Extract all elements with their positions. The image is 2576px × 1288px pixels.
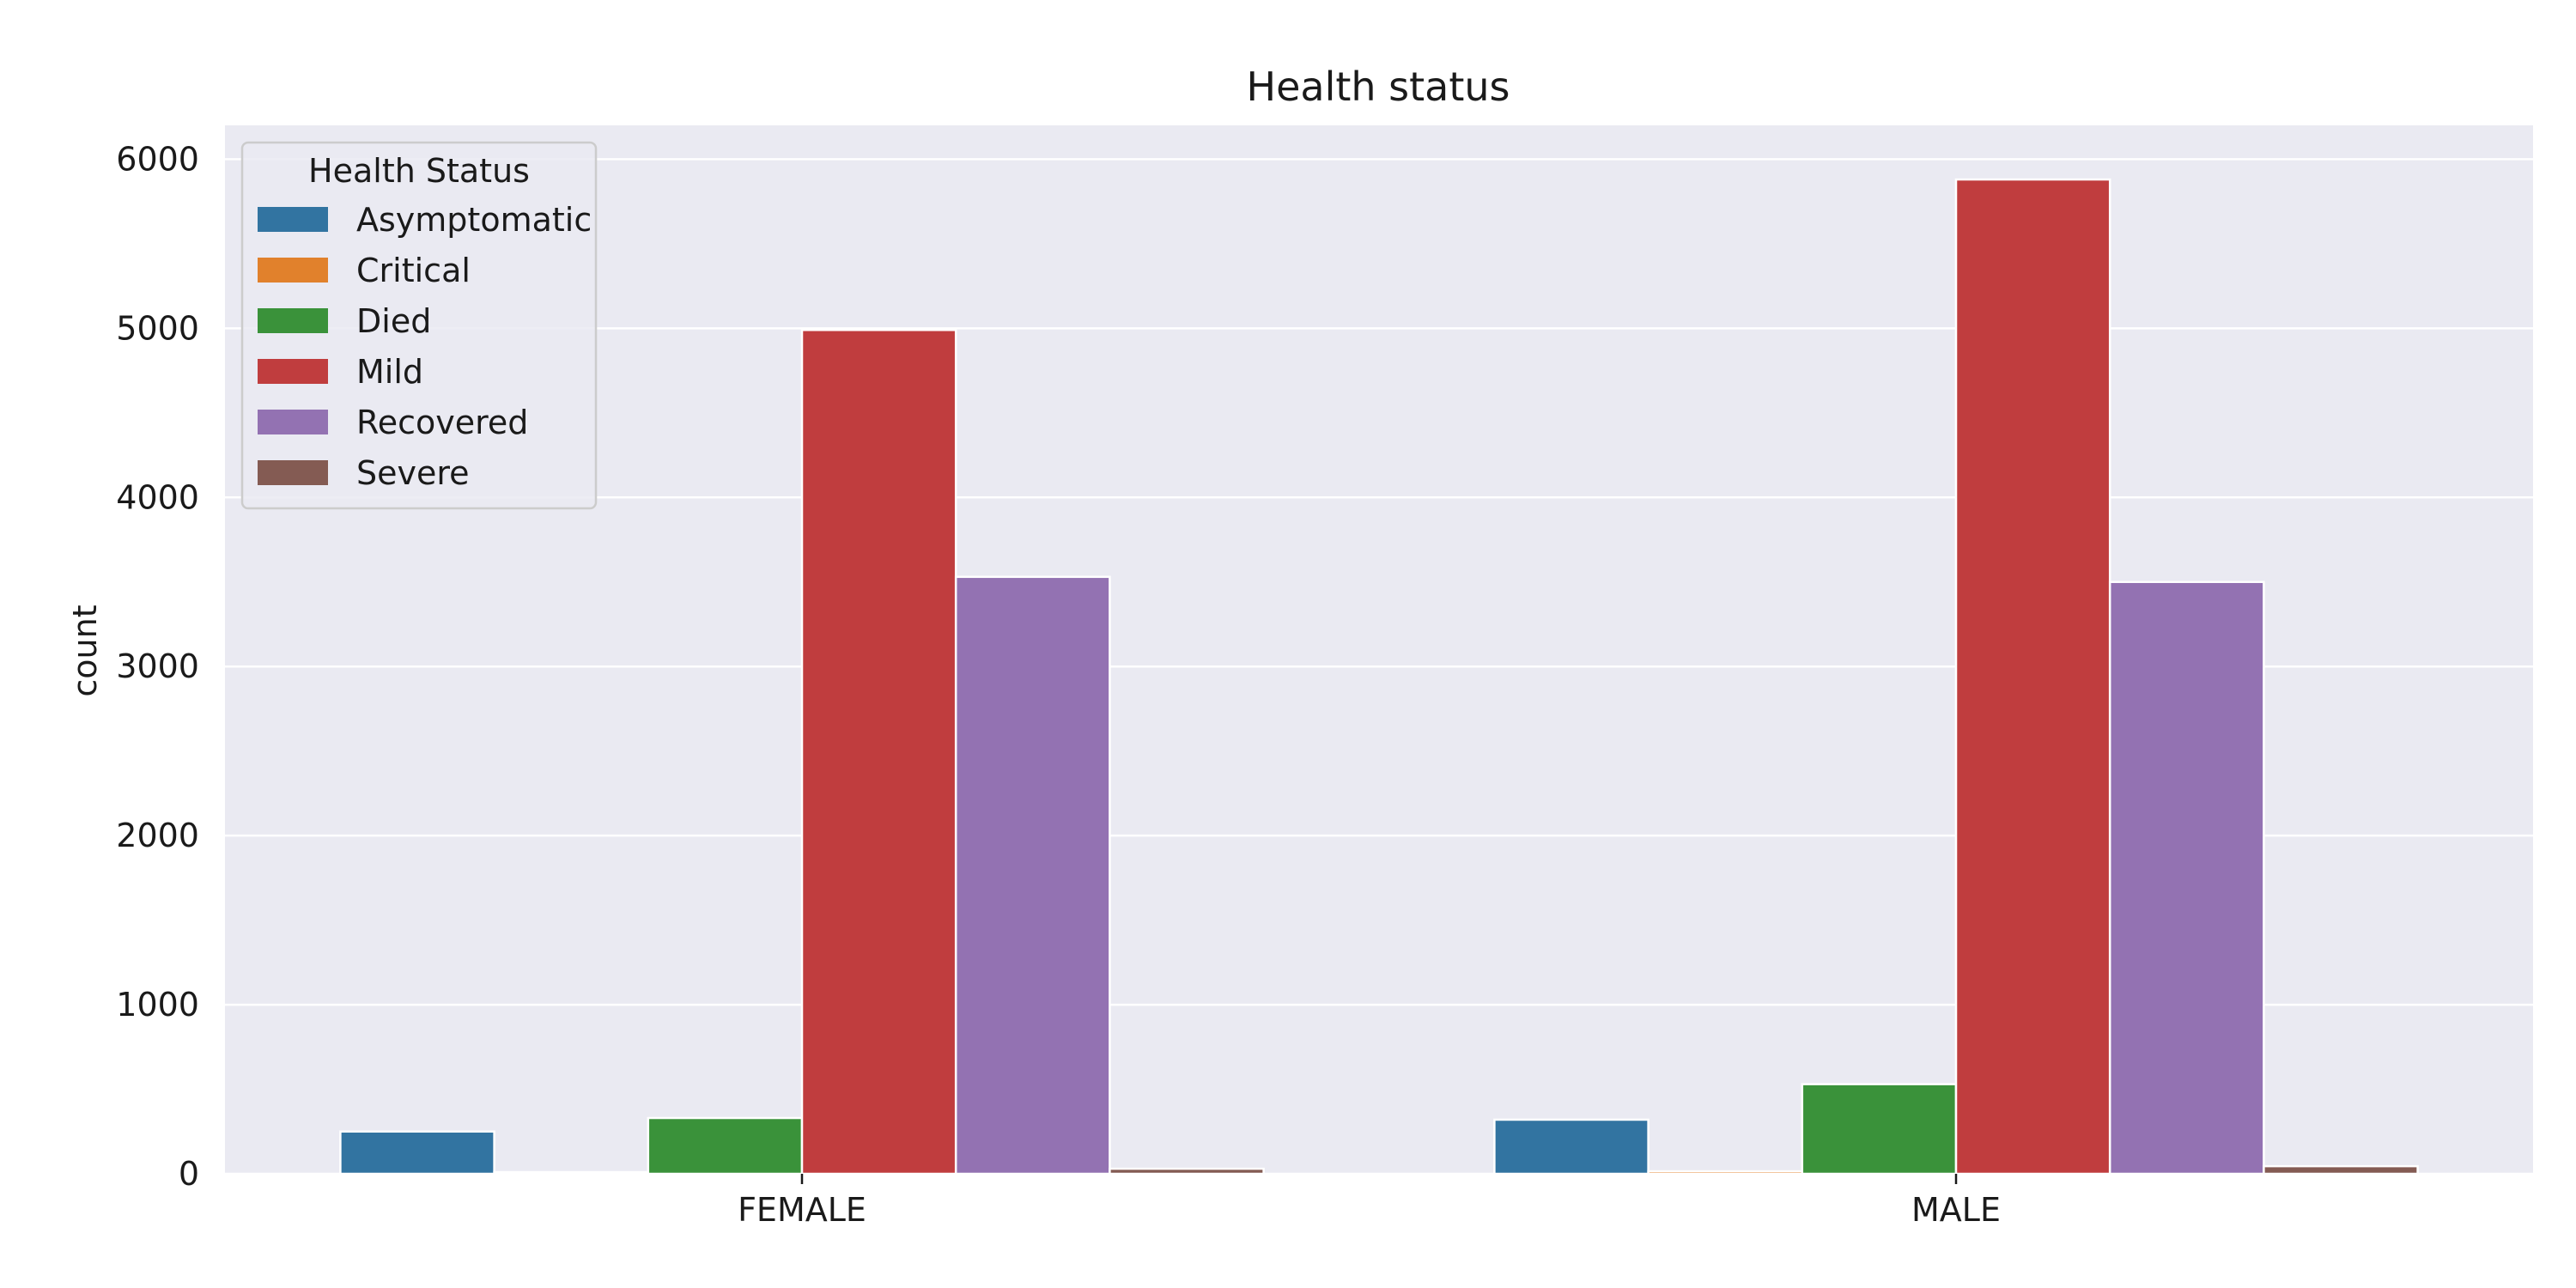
y-axis-ticks: 0 1000 2000 3000 4000 5000 6000 [116,140,199,1193]
legend-label-asymptomatic: Asymptomatic [356,201,592,239]
bar-male-died [1801,1083,1958,1176]
y-tick-label: 2000 [116,817,199,854]
legend-label-recovered: Recovered [356,404,528,441]
legend-frame [240,141,598,510]
bar-female-critical [493,1170,650,1176]
legend-label-severe: Severe [356,454,470,492]
bar-female-recovered [954,575,1111,1176]
legend-swatch-critical [258,258,328,283]
bar-female-severe [1109,1167,1265,1176]
x-tick-label: MALE [1911,1191,2001,1229]
legend-label-critical: Critical [356,252,471,289]
bar-male-asymptomatic [1493,1118,1649,1176]
legend-swatch-recovered [258,410,328,434]
chart-title: Health status [1246,64,1510,110]
legend-swatch-asymptomatic [258,207,328,232]
bars [339,178,2419,1176]
legend-swatch-mild [258,359,328,384]
bar-female-died [647,1116,804,1176]
y-tick-label: 3000 [116,647,199,685]
legend-title: Health Status [308,152,530,190]
x-tick-label: FEMALE [738,1191,866,1229]
bar-male-mild [1954,178,2111,1176]
legend-swatch-died [258,308,328,333]
bar-female-asymptomatic [339,1130,495,1176]
x-axis-ticks: FEMALE MALE [738,1174,2001,1229]
bar-male-severe [2263,1164,2419,1176]
y-tick-label: 1000 [116,986,199,1024]
legend-swatch-severe [258,460,328,485]
y-axis-label: count [66,605,104,696]
bar-male-critical [1647,1170,1804,1176]
y-tick-label: 5000 [116,309,199,347]
legend-label-mild: Mild [356,353,423,391]
y-tick-label: 4000 [116,478,199,516]
legend-label-died: Died [356,302,431,340]
bar-male-recovered [2108,580,2265,1176]
bar-female-mild [800,329,957,1176]
legend: Health Status Asymptomatic Critical Died Mil… [240,141,598,510]
y-tick-label: 0 [179,1155,199,1193]
y-tick-label: 6000 [116,140,199,178]
